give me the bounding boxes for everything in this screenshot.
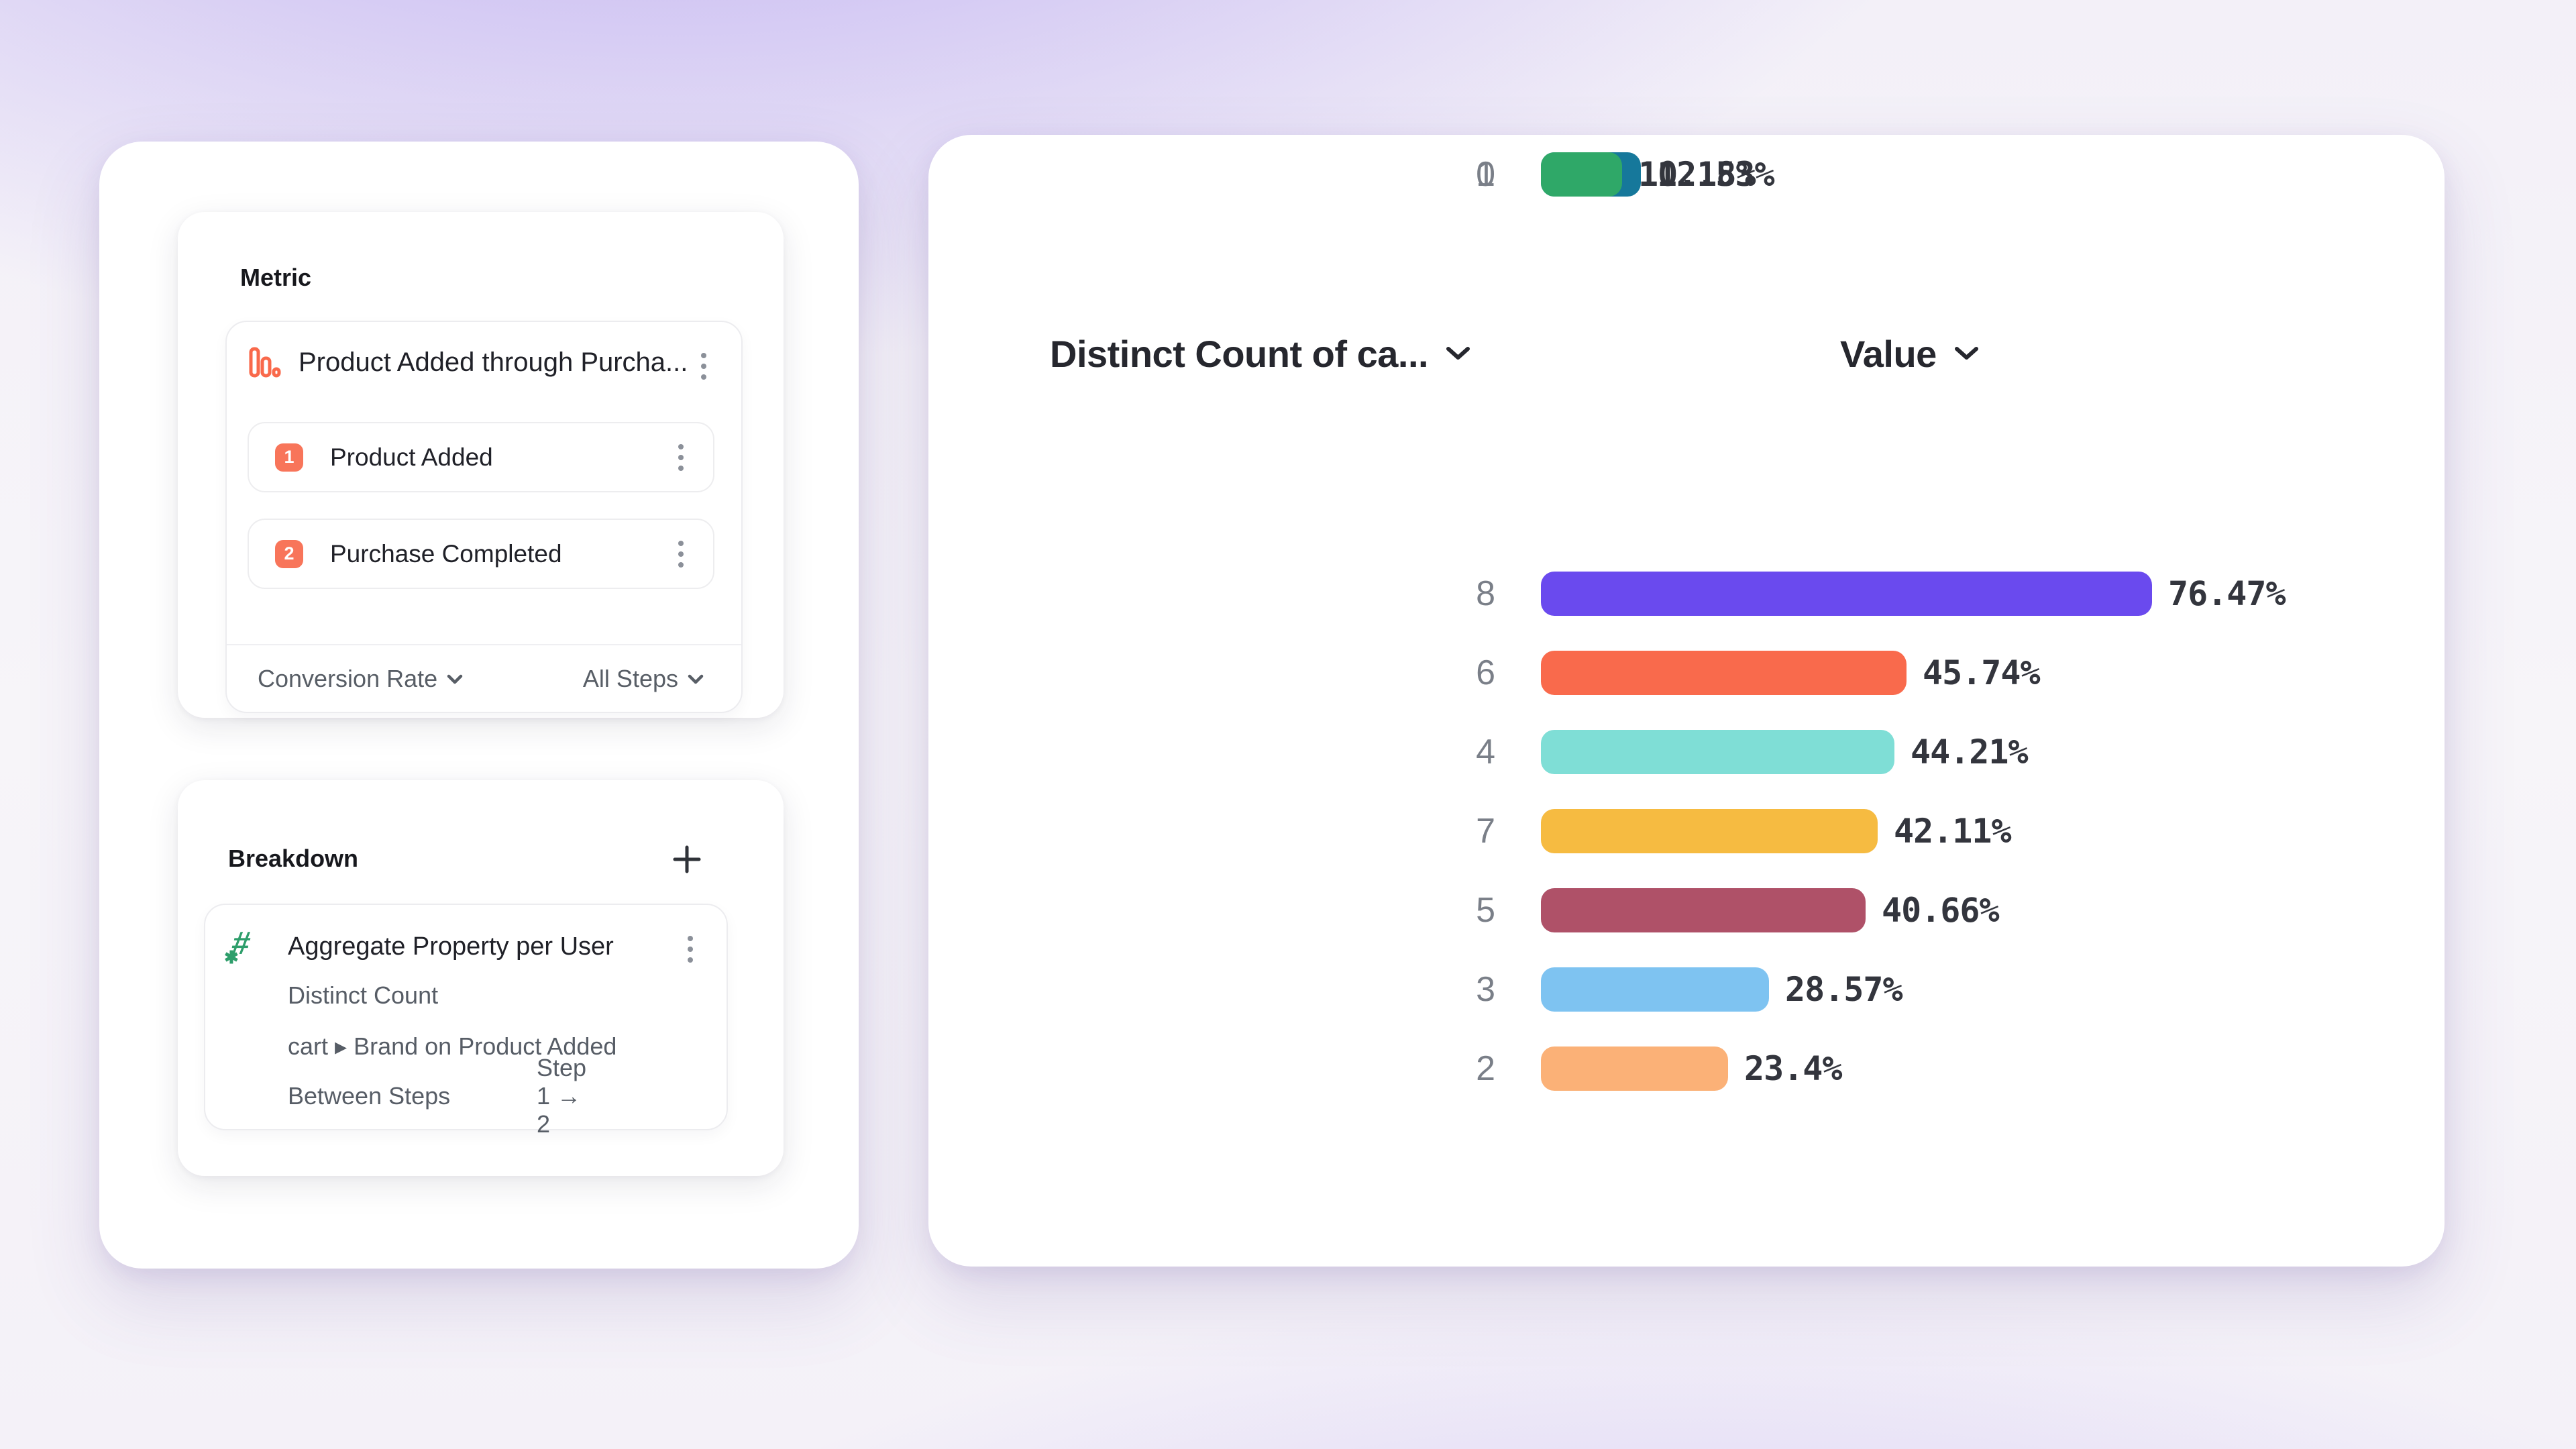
bar[interactable] <box>1541 809 1878 853</box>
category-label: 8 <box>1476 574 1495 613</box>
step-number-badge: 1 <box>275 443 303 472</box>
bar[interactable] <box>1541 152 1622 197</box>
metric-footer: Conversion Rate All Steps <box>258 657 704 700</box>
chart-row: 3 28.57% <box>928 950 2445 1029</box>
bar[interactable] <box>1541 572 2152 616</box>
chevron-down-icon <box>447 674 463 684</box>
step-label: Purchase Completed <box>330 539 562 568</box>
step-kebab-menu-icon[interactable] <box>672 534 690 574</box>
chart-row: 0 10.18% <box>928 135 2445 214</box>
breakdown-item-name: Aggregate Property per User <box>288 932 614 961</box>
category-column-header-dropdown[interactable]: Distinct Count of ca... <box>1050 330 1470 377</box>
chart-row: 2 23.4% <box>928 1029 2445 1108</box>
category-label: 3 <box>1476 970 1495 1009</box>
step-label: Product Added <box>330 443 493 471</box>
chart-row: 7 42.11% <box>928 792 2445 871</box>
breakdown-kebab-menu-icon[interactable] <box>681 929 700 969</box>
category-label: 6 <box>1476 653 1495 692</box>
conversion-rate-dropdown[interactable]: Conversion Rate <box>258 665 463 693</box>
add-breakdown-button[interactable] <box>669 842 704 877</box>
metric-name: Product Added through Purcha... <box>299 347 688 377</box>
category-label: 4 <box>1476 733 1495 771</box>
value-label: 23.4% <box>1744 1049 1843 1088</box>
chart-row: 4 44.21% <box>928 712 2445 792</box>
breakdown-property: cart ▸ Brand on Product Added <box>288 1032 617 1060</box>
bar[interactable] <box>1541 651 1907 695</box>
aggregation-type: Distinct Count <box>288 981 439 1009</box>
bar[interactable] <box>1541 967 1769 1012</box>
aggregate-property-icon: # ✱ <box>224 926 254 967</box>
value-label: 10.18% <box>1638 155 1756 194</box>
value-label: 76.47% <box>2168 574 2286 613</box>
category-label: 2 <box>1476 1049 1495 1088</box>
value-label: 40.66% <box>1882 891 2000 930</box>
chart-row: 5 40.66% <box>928 871 2445 950</box>
category-label: 7 <box>1476 812 1495 851</box>
bar[interactable] <box>1541 1046 1728 1091</box>
divider <box>227 644 741 645</box>
chevron-down-icon <box>1446 346 1470 361</box>
value-label: 42.11% <box>1894 812 2012 851</box>
category-column-label: Distinct Count of ca... <box>1050 332 1429 375</box>
chart-row: 6 45.74% <box>928 633 2445 712</box>
value-label: 12.53% <box>1657 155 1775 194</box>
plus-icon <box>673 845 701 873</box>
value-label: 28.57% <box>1785 970 1903 1009</box>
chevron-down-icon <box>688 674 704 684</box>
category-label: 1 <box>1476 155 1495 194</box>
breakdown-panel: Breakdown # ✱ Aggregate Property per Use… <box>178 780 784 1176</box>
value-label: 45.74% <box>1923 653 2041 692</box>
chevron-down-icon <box>1954 346 1979 361</box>
query-builder-card: Metric Product Added through Purcha... 1… <box>99 142 859 1269</box>
step-range-value: Step 1 → 2 <box>537 1054 587 1138</box>
metric-panel: Metric Product Added through Purcha... 1… <box>178 212 784 718</box>
all-steps-dropdown[interactable]: All Steps <box>583 665 704 693</box>
bar[interactable] <box>1541 888 1866 932</box>
metric-section-title: Metric <box>240 264 312 291</box>
bar-chart-icon <box>249 347 281 379</box>
step-kebab-menu-icon[interactable] <box>672 437 690 478</box>
between-steps-label: Between Steps <box>288 1082 451 1110</box>
value-column-label: Value <box>1840 332 1937 375</box>
step-number-badge: 2 <box>275 539 303 568</box>
metric-module[interactable]: Product Added through Purcha... 1 Produc… <box>225 321 743 713</box>
breakdown-module[interactable]: # ✱ Aggregate Property per User Distinct… <box>204 904 728 1138</box>
bar[interactable] <box>1541 730 1894 774</box>
breakdown-section-title: Breakdown <box>228 845 359 872</box>
metric-kebab-menu-icon[interactable] <box>694 346 713 386</box>
category-label: 0 <box>1476 155 1495 194</box>
category-label: 5 <box>1476 891 1495 930</box>
chart-row: 8 76.47% <box>928 554 2445 633</box>
between-steps-row: Between Steps Step 1 → 2 <box>288 1054 586 1138</box>
all-steps-label: All Steps <box>582 665 678 692</box>
funnel-step-1[interactable]: 1 Product Added <box>248 422 714 492</box>
chart-card: Distinct Count of ca... Value 8 76.47% 6… <box>928 135 2445 1267</box>
funnel-step-2[interactable]: 2 Purchase Completed <box>248 519 714 589</box>
conversion-rate-label: Conversion Rate <box>258 665 438 692</box>
value-column-header-dropdown[interactable]: Value <box>1840 330 1979 377</box>
value-label: 44.21% <box>1911 733 2029 771</box>
